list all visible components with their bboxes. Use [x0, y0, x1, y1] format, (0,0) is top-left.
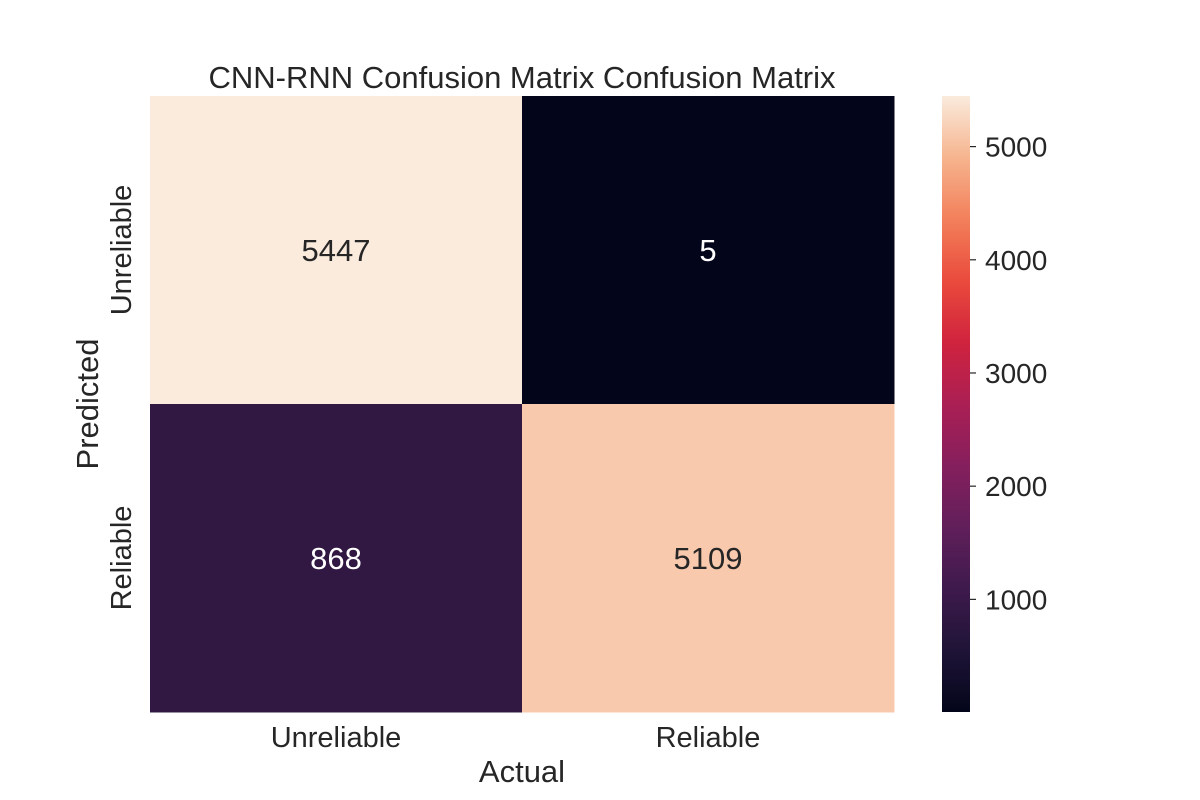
heatmap-cell-0-0 [150, 96, 523, 405]
colorbar-tick-label-2: 3000 [985, 358, 1047, 389]
colorbar-tick-label-3: 4000 [985, 245, 1047, 276]
heatmap-cell-0-1 [522, 96, 895, 405]
heatmap-cell-1-1 [522, 404, 895, 713]
y-tick-label-1: Reliable [106, 506, 138, 611]
x-axis-label: Actual [479, 754, 565, 789]
heatmap-cell-labels: 5447 5 868 5109 [302, 233, 743, 576]
colorbar-tick-label-4: 5000 [985, 132, 1047, 163]
colorbar [942, 96, 970, 712]
y-tick-labels: Unreliable Reliable [106, 185, 138, 611]
colorbar-tick-label-0: 1000 [985, 584, 1047, 615]
heatmap-cells [150, 96, 895, 713]
cell-value-label-0-1: 5 [699, 233, 716, 268]
y-axis-label: Predicted [70, 339, 105, 470]
cell-value-label-1-1: 5109 [674, 541, 743, 576]
x-tick-label-0: Unreliable [271, 722, 402, 754]
cell-value-label-1-0: 868 [310, 541, 362, 576]
y-tick-label-0: Unreliable [106, 185, 138, 316]
chart-title: CNN-RNN Confusion Matrix Confusion Matri… [208, 60, 836, 95]
heatmap-cell-1-0 [150, 404, 523, 713]
x-tick-label-1: Reliable [656, 722, 761, 754]
colorbar-tick-label-1: 2000 [985, 471, 1047, 502]
cell-value-label-0-0: 5447 [302, 233, 371, 268]
x-tick-labels: Unreliable Reliable [271, 722, 761, 754]
colorbar-ticks: 1000 2000 3000 4000 5000 [970, 132, 1047, 615]
